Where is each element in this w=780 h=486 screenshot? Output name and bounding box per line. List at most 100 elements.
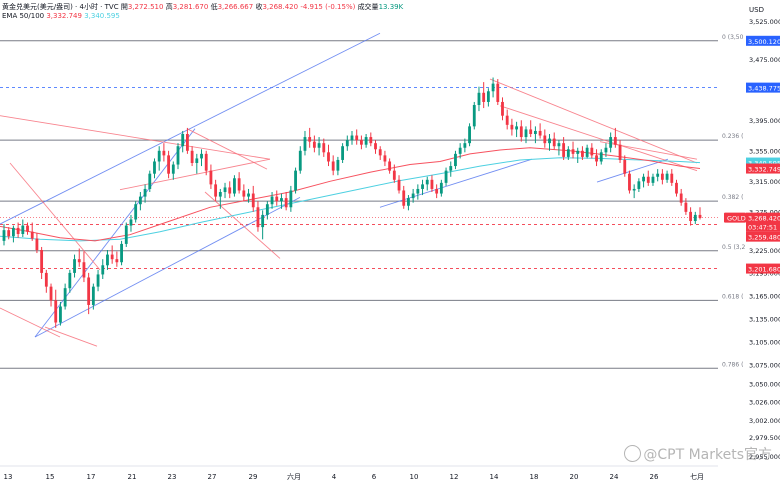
time-axis[interactable]: 13 15 17 21 23 27 29 六月 4 6 10 12 14 18 20 24 26 七月 xyxy=(0,465,718,481)
candle-body xyxy=(388,161,392,171)
red-trendline xyxy=(44,326,98,347)
candle-body xyxy=(209,170,213,185)
candle-body xyxy=(543,135,547,144)
candle-body xyxy=(646,176,650,183)
candle-body xyxy=(369,137,373,144)
blue-trendline xyxy=(34,196,301,338)
price-tick: 3,165.000 xyxy=(749,293,780,301)
price-badge xyxy=(746,263,780,274)
time-tick: 6 xyxy=(372,473,377,481)
price-badge-label: 03:47:51 xyxy=(748,224,777,232)
candle-body xyxy=(350,135,354,141)
candle-body xyxy=(237,178,241,191)
candle-body xyxy=(16,227,20,234)
time-tick: 29 xyxy=(249,473,258,481)
candle-body xyxy=(280,198,283,202)
time-tick: 27 xyxy=(208,473,217,481)
candle-body xyxy=(458,147,462,154)
price-badge-label: 3,201.680 xyxy=(748,266,780,274)
candle-body xyxy=(501,101,504,116)
candle-body xyxy=(54,300,58,323)
time-tick: 20 xyxy=(570,473,579,481)
time-tick: 13 xyxy=(4,473,13,481)
price-tick: 3,395.000 xyxy=(749,117,780,125)
candle-body xyxy=(407,198,410,206)
ema-legend[interactable]: EMA 50/100 3,332.749 3,340.595 xyxy=(2,12,120,20)
time-tick: 七月 xyxy=(690,472,704,481)
candle-body xyxy=(496,83,500,102)
price-tick: 3,315.000 xyxy=(749,178,780,186)
price-badge xyxy=(746,35,780,46)
price-badge-label: 3,500.120 xyxy=(748,38,780,46)
candle-body xyxy=(228,187,232,194)
candle-body xyxy=(486,91,490,102)
candle-body xyxy=(2,230,6,241)
close-label: 收 xyxy=(255,3,263,11)
symbol-badge xyxy=(724,212,746,223)
candle-body xyxy=(120,243,123,263)
red-trendline xyxy=(0,307,61,338)
ema50-value: 3,332.749 xyxy=(46,12,82,20)
candle-body xyxy=(157,150,161,162)
candle-body xyxy=(383,155,387,162)
candle-body xyxy=(684,202,688,212)
candle-body xyxy=(665,173,669,180)
high-value: 3,281.670 xyxy=(172,3,209,11)
candle-body xyxy=(143,188,147,197)
price-badge-label: 3,438.775 xyxy=(748,85,780,93)
candle-body xyxy=(21,225,25,234)
candle-body xyxy=(609,137,613,148)
low-value: 3,266.667 xyxy=(217,3,254,11)
price-tick: 3,002.000 xyxy=(749,417,780,425)
candle-body xyxy=(595,155,598,162)
candle-body xyxy=(435,188,439,194)
candle-body xyxy=(101,265,105,275)
price-badge-label: 3,259.480 xyxy=(748,234,780,242)
candle-body xyxy=(698,214,702,218)
candle-body xyxy=(519,126,523,138)
change-value: -4.915 (-0.15%) xyxy=(300,3,356,11)
candle-body xyxy=(449,166,453,171)
candle-body xyxy=(110,254,114,260)
candle-body xyxy=(153,161,156,174)
candle-body xyxy=(247,193,250,197)
price-tick: 3,075.000 xyxy=(749,361,780,369)
candle-body xyxy=(185,134,189,151)
candle-body xyxy=(552,138,556,147)
candle-body xyxy=(59,306,62,323)
fib-label: 0 (3,50 xyxy=(722,34,744,41)
candle-body xyxy=(242,190,246,197)
candle-body xyxy=(331,161,335,171)
price-axis[interactable]: USD 3,525.000 3,475.000 3,395.000 3,355.000 3… xyxy=(724,6,780,461)
candle-body xyxy=(524,129,528,138)
candle-body xyxy=(675,182,678,194)
time-tick: 12 xyxy=(450,473,459,481)
ema100-line xyxy=(0,157,701,242)
trendlines[interactable] xyxy=(0,32,698,347)
candle-body xyxy=(374,143,377,150)
symbol-title: 黄金兑美元(美元/盎司) · 4小时 · TVC xyxy=(2,3,119,11)
watermark: @CPT Markets官方 xyxy=(624,444,772,464)
price-badge xyxy=(746,163,780,174)
candle-body xyxy=(590,147,594,156)
candle-body xyxy=(223,187,227,193)
candle-body xyxy=(233,178,236,194)
watermark-text: @CPT Markets官方 xyxy=(643,447,772,463)
candle-body xyxy=(138,196,142,205)
red-trendline xyxy=(204,191,281,259)
candle-body xyxy=(195,158,199,164)
candle-body xyxy=(87,277,91,305)
candle-body xyxy=(251,193,255,208)
candle-body xyxy=(515,126,519,130)
candle-body xyxy=(341,146,345,160)
candle-body xyxy=(604,147,608,153)
price-badge xyxy=(746,82,780,93)
fib-levels: 0 (3,50 0.236 (0.382 (0.5 (3,2 0.618 (0.78… xyxy=(0,34,746,369)
ema-lines xyxy=(0,147,701,242)
price-tick: 3,050.000 xyxy=(749,380,780,388)
candle-body xyxy=(134,204,138,220)
candle-body xyxy=(336,159,340,171)
time-tick: 4 xyxy=(332,473,337,481)
price-tick: 3,225.000 xyxy=(749,247,780,255)
